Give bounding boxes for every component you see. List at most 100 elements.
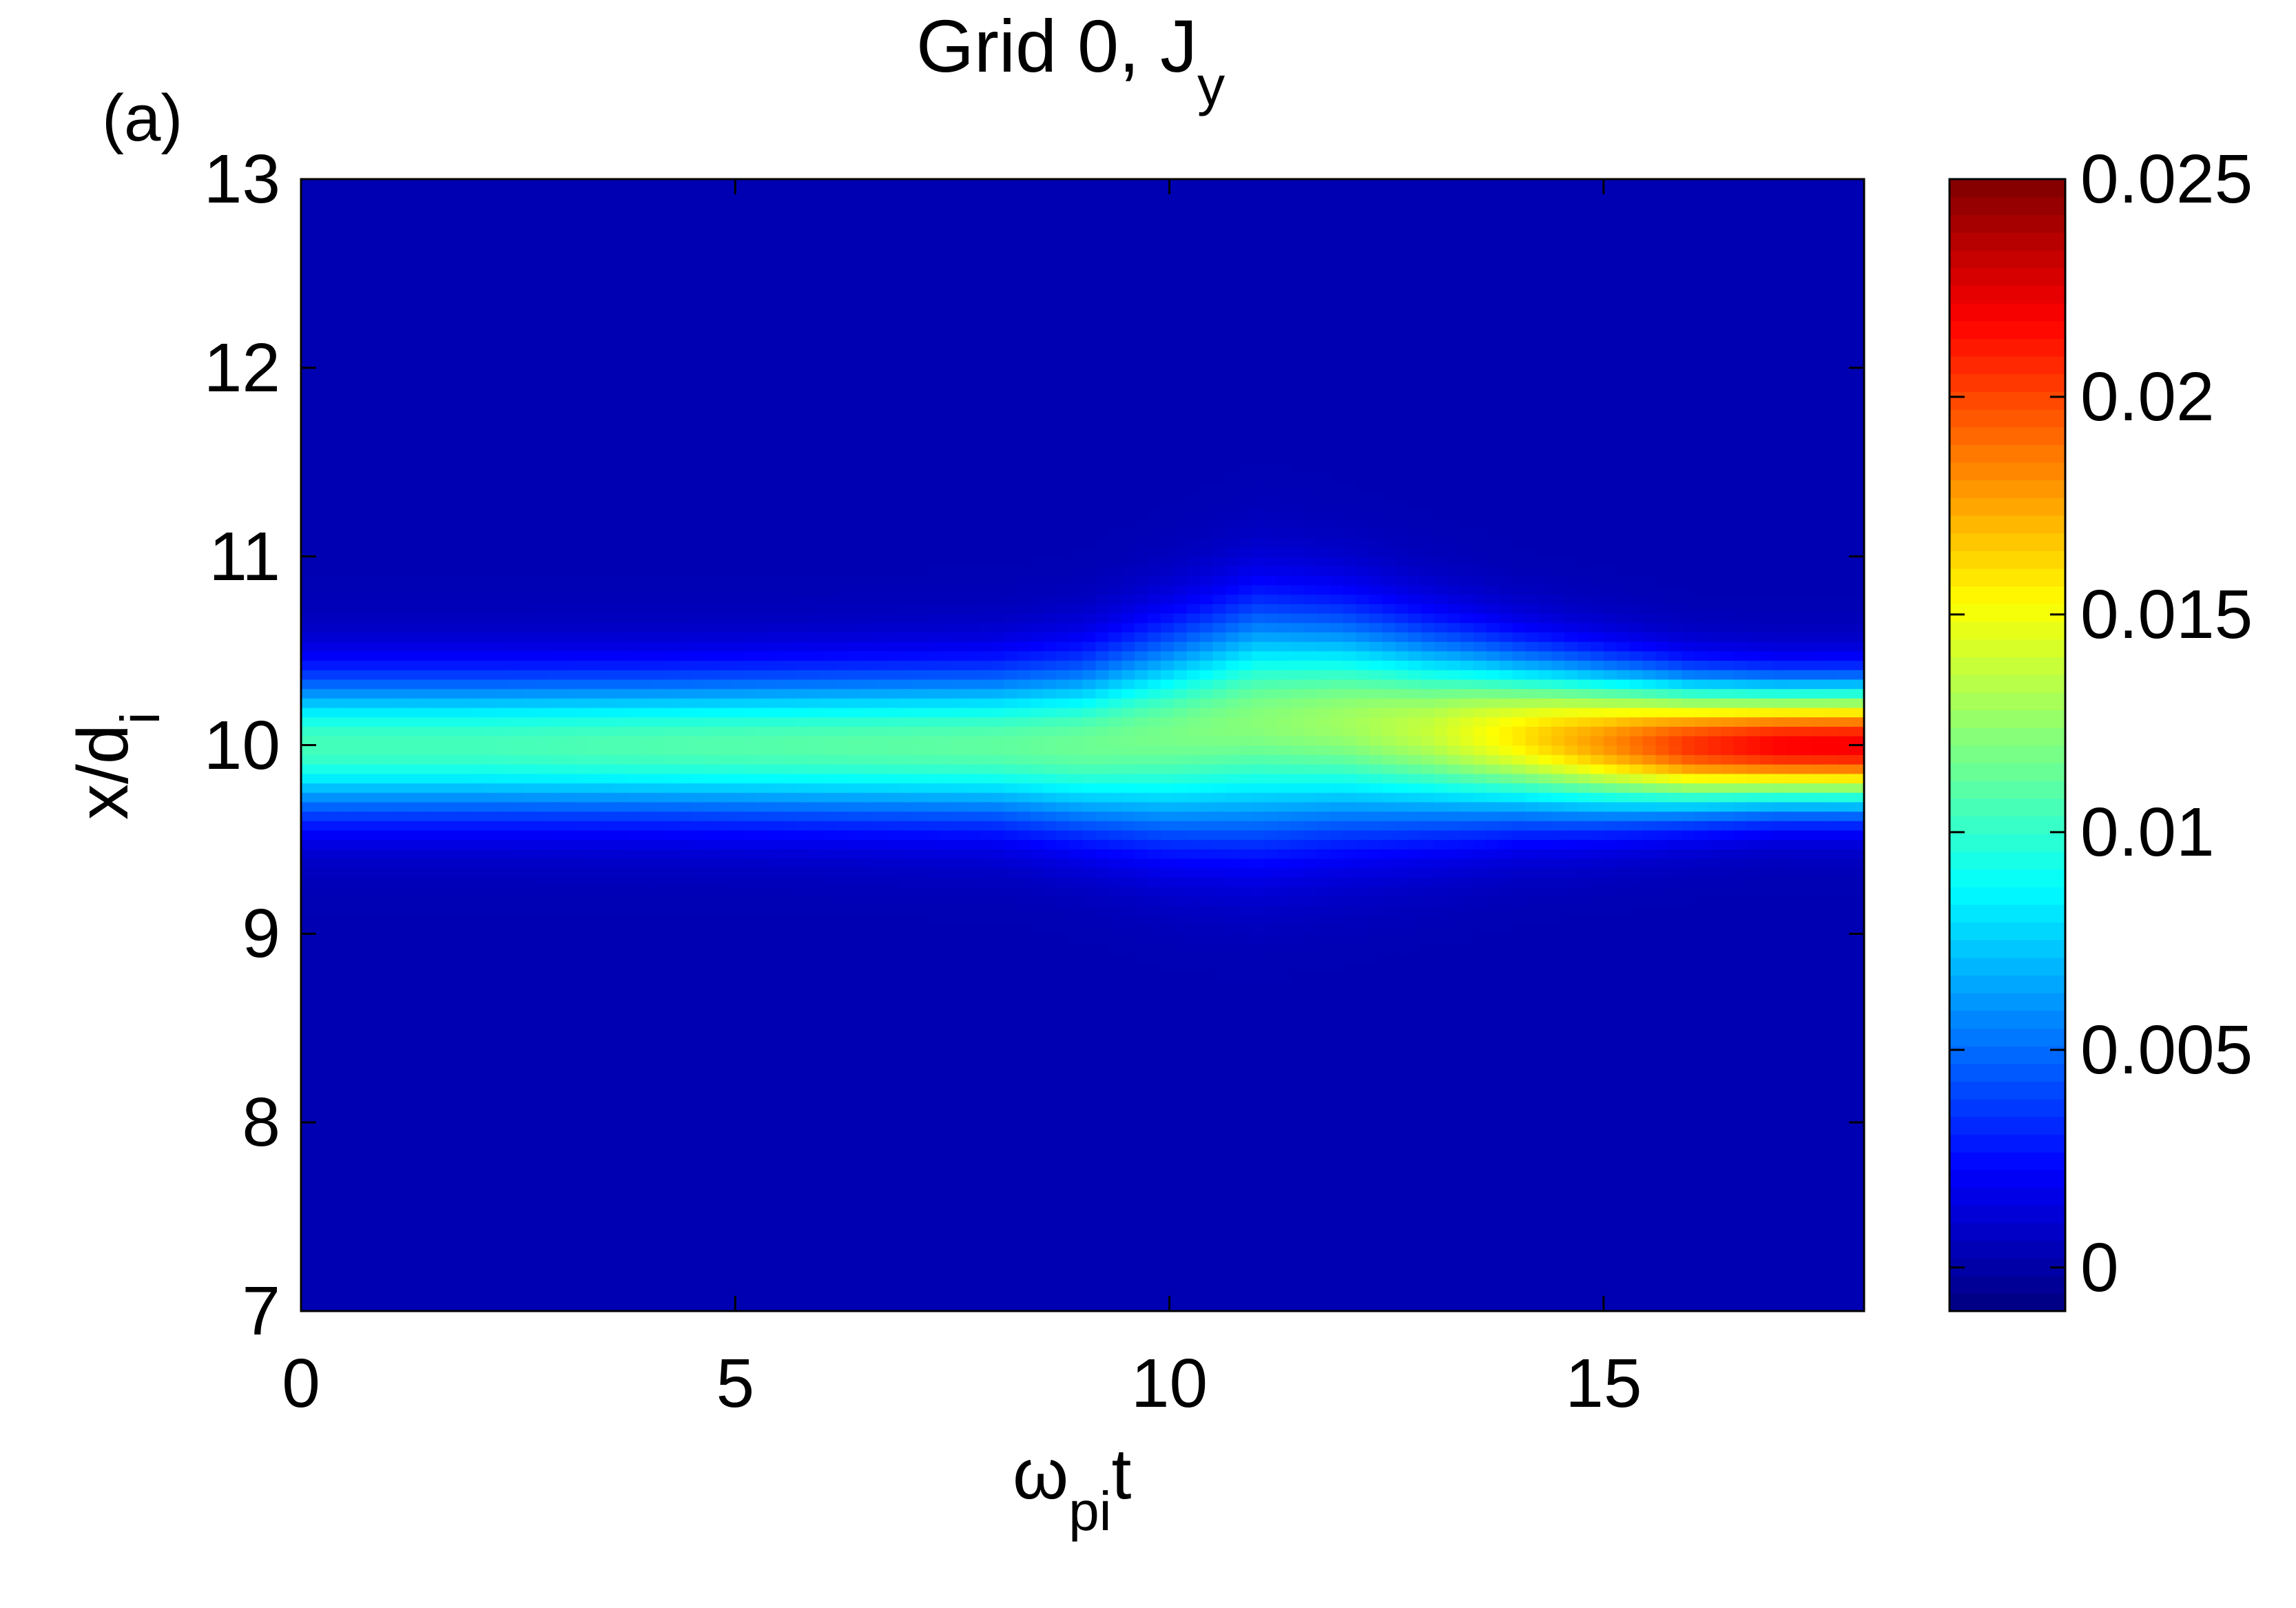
- heatmap-cell: [809, 1226, 823, 1237]
- heatmap-cell: [718, 1131, 732, 1142]
- heatmap-cell: [822, 924, 836, 935]
- heatmap-cell: [366, 858, 380, 869]
- heatmap-cell: [665, 1245, 680, 1255]
- heatmap-cell: [679, 462, 693, 473]
- heatmap-cell: [575, 518, 588, 529]
- heatmap-cell: [483, 1028, 497, 1038]
- heatmap-cell: [535, 518, 550, 529]
- heatmap-cell: [730, 546, 745, 557]
- heatmap-cell: [679, 632, 693, 642]
- heatmap-cell: [301, 405, 315, 416]
- heatmap-cell: [496, 914, 510, 925]
- heatmap-cell: [730, 849, 745, 859]
- heatmap-cell: [405, 829, 419, 841]
- heatmap-cell: [692, 1264, 705, 1275]
- heatmap-cell: [796, 943, 810, 954]
- heatmap-cell: [457, 471, 471, 482]
- heatmap-cell: [705, 801, 718, 812]
- heatmap-cell: [405, 575, 419, 586]
- heatmap-cell: [327, 509, 341, 519]
- heatmap-cell: [718, 660, 732, 670]
- heatmap-cell: [379, 1292, 393, 1303]
- heatmap-cell: [313, 783, 328, 793]
- heatmap-cell: [626, 1056, 641, 1066]
- heatmap-cell: [822, 1047, 836, 1058]
- heatmap-cell: [575, 943, 588, 954]
- heatmap-cell: [692, 858, 705, 869]
- heatmap-cell: [353, 395, 367, 406]
- heatmap-cell: [822, 1301, 836, 1311]
- heatmap-cell: [756, 339, 771, 350]
- heatmap-cell: [692, 632, 705, 642]
- heatmap-cell: [783, 839, 797, 849]
- heatmap-cell: [730, 1217, 745, 1227]
- heatmap-cell: [756, 1188, 771, 1199]
- heatmap-cell: [783, 952, 797, 963]
- heatmap-cell: [496, 377, 510, 388]
- heatmap-cell: [679, 980, 693, 991]
- heatmap-cell: [431, 509, 445, 519]
- heatmap-cell: [809, 801, 823, 812]
- heatmap-cell: [561, 1207, 575, 1217]
- heatmap-cell: [730, 207, 745, 218]
- heatmap-cell: [626, 943, 641, 954]
- heatmap-cell: [470, 1131, 484, 1142]
- heatmap-cell: [692, 207, 705, 218]
- heatmap-cell: [587, 226, 601, 236]
- heatmap-cell: [444, 179, 458, 189]
- heatmap-cell: [522, 1009, 537, 1020]
- heatmap-cell: [692, 688, 705, 699]
- heatmap-cell: [769, 273, 784, 284]
- heatmap-cell: [353, 934, 367, 944]
- heatmap-cell: [626, 1197, 641, 1208]
- heatmap-cell: [769, 245, 784, 256]
- heatmap-cell: [705, 490, 718, 501]
- heatmap-cell: [457, 1301, 471, 1311]
- heatmap-cell: [665, 1113, 680, 1123]
- heatmap-cell: [600, 320, 614, 331]
- heatmap-cell: [652, 1075, 667, 1086]
- heatmap-cell: [392, 424, 406, 435]
- heatmap-cell: [353, 622, 367, 632]
- heatmap-cell: [457, 377, 471, 388]
- heatmap-cell: [652, 575, 667, 586]
- heatmap-cell: [600, 424, 614, 435]
- heatmap-cell: [575, 254, 588, 265]
- heatmap-cell: [340, 858, 354, 869]
- heatmap-cell: [431, 858, 445, 869]
- heatmap-cell: [327, 726, 341, 736]
- heatmap-cell: [639, 1056, 654, 1066]
- heatmap-cell: [301, 717, 315, 727]
- heatmap-cell: [313, 849, 328, 859]
- heatmap-cell: [756, 1179, 771, 1189]
- heatmap-cell: [313, 1000, 328, 1010]
- heatmap-cell: [327, 763, 341, 774]
- heatmap-cell: [692, 518, 705, 529]
- heatmap-cell: [756, 745, 771, 755]
- heatmap-cell: [457, 604, 471, 614]
- heatmap-cell: [444, 801, 458, 812]
- heatmap-cell: [679, 886, 693, 897]
- heatmap-cell: [535, 1179, 550, 1189]
- heatmap-cell: [405, 556, 419, 567]
- heatmap-cell: [561, 1282, 575, 1293]
- heatmap-cell: [496, 1169, 510, 1180]
- heatmap-cell: [835, 641, 849, 652]
- heatmap-cell: [327, 1047, 341, 1058]
- heatmap-cell: [743, 537, 758, 548]
- heatmap-cell: [692, 1197, 705, 1208]
- heatmap-cell: [692, 216, 705, 227]
- heatmap-cell: [431, 962, 445, 972]
- heatmap-cell: [783, 669, 797, 680]
- heatmap-cell: [561, 339, 575, 350]
- heatmap-cell: [366, 773, 380, 784]
- heatmap-cell: [470, 783, 484, 793]
- heatmap-cell: [301, 1037, 315, 1048]
- heatmap-cell: [835, 679, 849, 690]
- heatmap-cell: [301, 839, 315, 849]
- heatmap-cell: [600, 1066, 614, 1076]
- heatmap-cell: [301, 829, 315, 841]
- heatmap-cell: [730, 1282, 745, 1293]
- heatmap-cell: [575, 320, 588, 331]
- heatmap-cell: [639, 943, 654, 954]
